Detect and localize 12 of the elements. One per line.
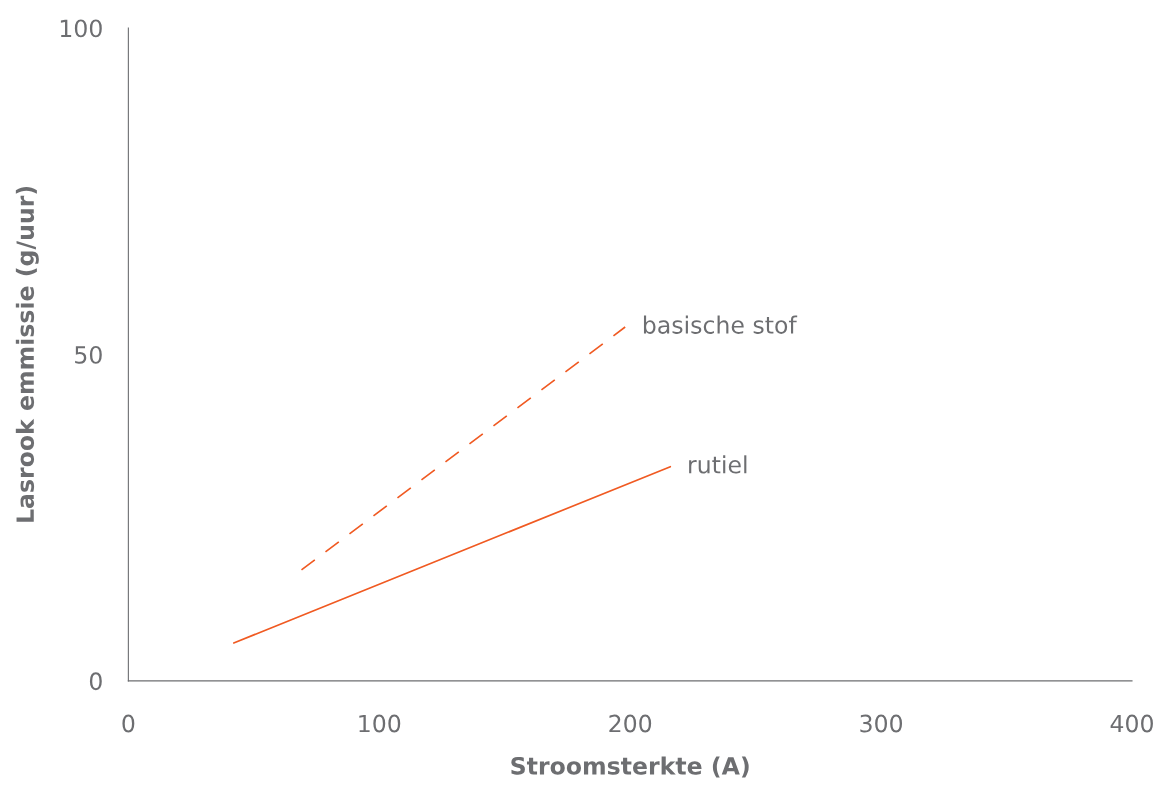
x-tick-label: 400 bbox=[1110, 714, 1153, 733]
y-tick-label: 50 bbox=[75, 345, 102, 364]
series-label: basische stof bbox=[643, 315, 798, 334]
y-axis-title: Lasrook emmissie (g/uur) bbox=[15, 186, 39, 522]
y-tick-label: 0 bbox=[89, 672, 102, 691]
x-axis-title: Stroomsterkte (A) bbox=[511, 756, 749, 778]
y-tick-label: 100 bbox=[60, 19, 102, 38]
series-label: rutiel bbox=[689, 455, 747, 474]
x-tick-label: 300 bbox=[860, 714, 903, 733]
x-tick-label: 200 bbox=[609, 714, 652, 733]
x-tick-label: 0 bbox=[122, 714, 135, 733]
x-tick-label: 100 bbox=[359, 714, 401, 733]
